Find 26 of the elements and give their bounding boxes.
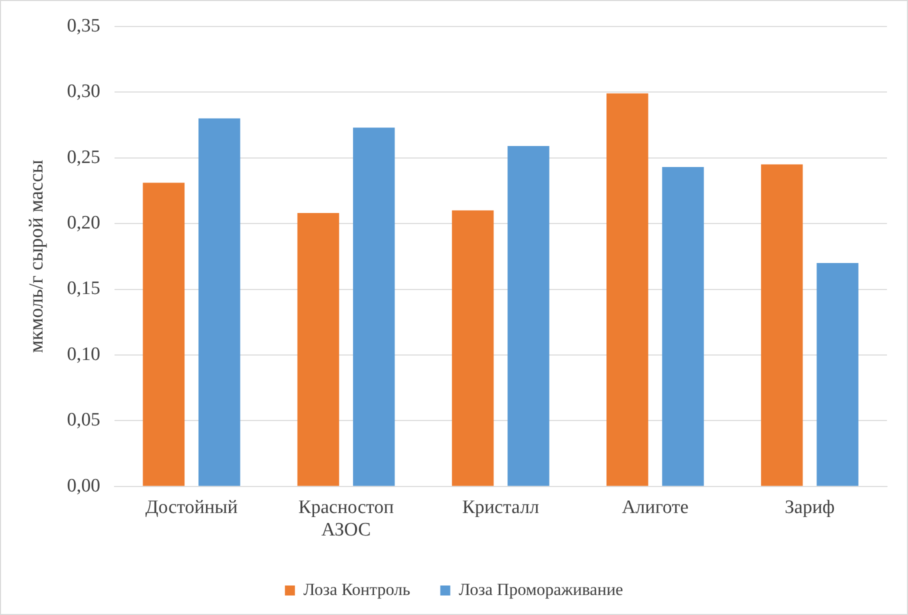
y-tick-label: 0,35 [67, 15, 100, 36]
bar [508, 146, 550, 486]
y-tick-label: 0,10 [67, 344, 100, 365]
legend-label: Лоза Контроль [303, 580, 411, 599]
y-tick-label: 0,00 [67, 475, 100, 496]
bar [142, 182, 185, 486]
bar [606, 93, 648, 486]
x-tick-label: Алиготе [622, 496, 689, 518]
y-tick-label: 0,15 [67, 278, 100, 300]
y-tick-label: 0,25 [67, 146, 100, 168]
y-tick-label: 0,30 [67, 81, 100, 102]
y-axis-title: мкмоль/г сырой массы [25, 160, 48, 354]
legend-label: Лоза Промораживание [458, 580, 624, 599]
y-tick-label: 0,20 [67, 212, 100, 234]
bar [816, 262, 858, 486]
bar [297, 213, 340, 486]
x-tick-label: Достойный [145, 496, 238, 518]
x-tick-label: Красностоп АЗОС [298, 496, 394, 541]
bar [452, 210, 494, 486]
y-tick-label: 0,05 [67, 410, 100, 431]
bar [662, 167, 704, 486]
x-tick-label: Кристалл [462, 496, 540, 518]
bar [353, 128, 395, 486]
x-tick-label: Зариф [784, 496, 835, 518]
bar [198, 118, 240, 486]
bar [761, 164, 803, 486]
